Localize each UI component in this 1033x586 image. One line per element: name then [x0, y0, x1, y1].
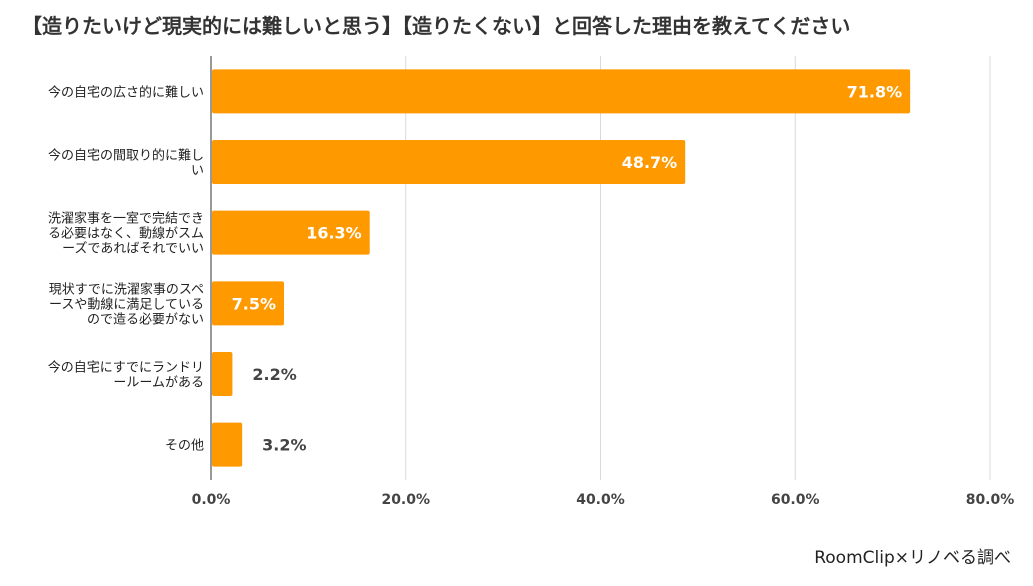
x-tick-labels: 0.0% 20.0% 40.0% 60.0% 80.0%	[192, 492, 1015, 508]
bar-value-label: 16.3%	[306, 224, 362, 243]
gridlines	[405, 56, 991, 480]
chart-title: 【造りたいけど現実的には難しいと思う】【造りたくない】と回答した理由を教えてくだ…	[22, 14, 851, 38]
bar-value-label: 71.8%	[847, 82, 903, 101]
category-labels: 今の自宅の広さ的に難しい今の自宅の間取り的に難しい洗濯家事を一室で完結できる必要…	[48, 84, 204, 453]
x-tick-label: 40.0%	[576, 492, 625, 508]
bar	[212, 210, 370, 255]
x-tick-label: 20.0%	[381, 492, 430, 508]
bar	[212, 140, 686, 184]
bar	[212, 352, 233, 396]
x-tick-label: 80.0%	[966, 492, 1015, 508]
category-label: 今の自宅にすでにランドリールームがある	[48, 360, 204, 391]
bar-value-label: 7.5%	[232, 294, 276, 313]
category-label: 今の自宅の間取り的に難しい	[48, 148, 204, 179]
category-label: 現状すでに洗濯家事のスペースや動線に満足しているので造る必要がない	[49, 281, 204, 327]
bar	[212, 422, 243, 467]
category-label: その他	[165, 439, 204, 454]
bar	[212, 69, 911, 114]
category-label: 洗濯家事を一室で完結できる必要はなく、動線がスムーズであればそれでいい	[48, 211, 204, 257]
x-tick-label: 0.0%	[192, 492, 231, 508]
bar-value-label: 48.7%	[622, 153, 678, 172]
bar-value-label: 2.2%	[252, 365, 296, 384]
bar-value-label: 3.2%	[262, 436, 306, 455]
x-tick-label: 60.0%	[771, 492, 820, 508]
category-label: 今の自宅の広さ的に難しい	[48, 84, 204, 100]
bars: 71.8% 48.7% 16.3% 7.5% 2.2% 3.2%	[212, 69, 911, 467]
bar	[212, 281, 285, 326]
source-note: RoomClip×リノベる調べ	[814, 548, 1011, 568]
